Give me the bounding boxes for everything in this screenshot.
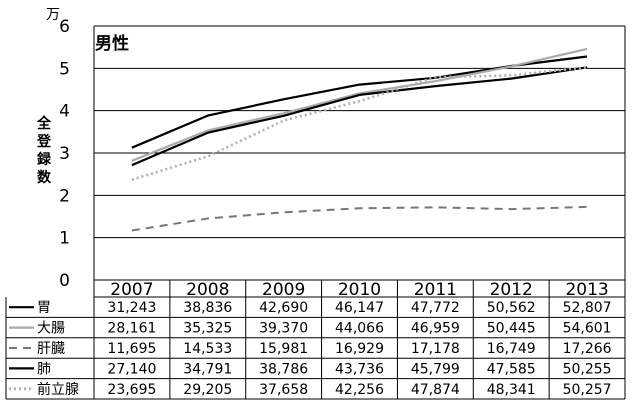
y-tick-label: 1 (59, 229, 70, 249)
table-cell: 39,370 (259, 321, 308, 337)
table-cell: 16,749 (487, 341, 536, 357)
x-tick-label: 2011 (414, 280, 457, 300)
data-table: 2007 2008 2009 2010 2011 2012 2013 胃 31,243 38,83… (5, 280, 626, 400)
table-cell: 35,325 (183, 321, 232, 337)
series-line (131, 47, 588, 162)
table-cell: 52,807 (563, 300, 612, 316)
x-tick-label: 2012 (490, 280, 533, 300)
y-axis-label-char: 全 (36, 115, 52, 132)
table-cell: 11,695 (107, 341, 156, 357)
table-cell: 34,791 (183, 361, 232, 377)
x-tick-label: 2008 (186, 280, 229, 300)
x-tick-label: 2013 (565, 280, 608, 300)
table-cell: 38,786 (259, 361, 308, 377)
y-tick-label: 3 (59, 144, 70, 164)
legend-label: 肝臓 (37, 341, 65, 357)
table-cell: 15,981 (259, 341, 308, 357)
table-cell: 42,256 (335, 382, 384, 398)
table-cell: 42,690 (259, 300, 308, 316)
y-tick-labels: 0 1 2 3 4 5 6 (59, 17, 70, 291)
unit-label: 万 (46, 7, 60, 23)
y-tick-label: 2 (59, 186, 70, 206)
table-cell: 47,772 (411, 300, 460, 316)
y-tick-label: 0 (59, 271, 70, 291)
x-tick-label: 2009 (262, 280, 305, 300)
table-cell: 54,601 (563, 321, 612, 337)
table-cell: 47,874 (411, 382, 460, 398)
table-cell: 50,255 (563, 361, 612, 377)
series-line (131, 205, 588, 232)
series-lines (131, 47, 588, 232)
table-cell: 37,658 (259, 382, 308, 398)
y-axis-label-char: 数 (37, 169, 52, 186)
table-cell: 50,257 (563, 382, 612, 398)
table-cell: 29,205 (183, 382, 232, 398)
table-cell: 14,533 (183, 341, 232, 357)
y-axis-label-char: 録 (37, 151, 52, 168)
chart-title: 男性 (95, 33, 129, 54)
x-tick-label: 2007 (110, 280, 153, 300)
table-cell: 28,161 (107, 321, 156, 337)
series-line (131, 65, 588, 181)
table-cell: 50,445 (487, 321, 536, 337)
legend-label: 前立腺 (37, 381, 79, 398)
x-tick-label: 2010 (338, 280, 381, 300)
table-cell: 46,147 (335, 300, 384, 316)
table-cell: 47,585 (487, 361, 536, 377)
table-cell: 48,341 (487, 382, 536, 398)
table-cell: 16,929 (335, 341, 384, 357)
legend-label: 肺 (37, 361, 51, 377)
gridlines (93, 25, 626, 281)
legend-label: 大腸 (37, 321, 65, 337)
y-tick-label: 5 (59, 59, 70, 79)
table-cell: 44,066 (335, 321, 384, 337)
table-cell: 45,799 (411, 361, 460, 377)
table-cell: 31,243 (107, 300, 156, 316)
table-cell: 46,959 (411, 321, 460, 337)
table-cell: 43,736 (335, 361, 384, 377)
series-line (131, 66, 588, 167)
legend-label: 胃 (37, 300, 51, 316)
y-tick-label: 6 (59, 17, 70, 37)
table-cell: 27,140 (107, 361, 156, 377)
table-cell: 17,266 (563, 341, 612, 357)
table-cell: 17,178 (411, 341, 460, 357)
y-tick-label: 4 (59, 102, 70, 122)
table-cell: 23,695 (107, 382, 156, 398)
table-cell: 38,836 (183, 300, 232, 316)
table-cell: 50,562 (487, 300, 536, 316)
y-axis-label-char: 登 (36, 133, 52, 150)
